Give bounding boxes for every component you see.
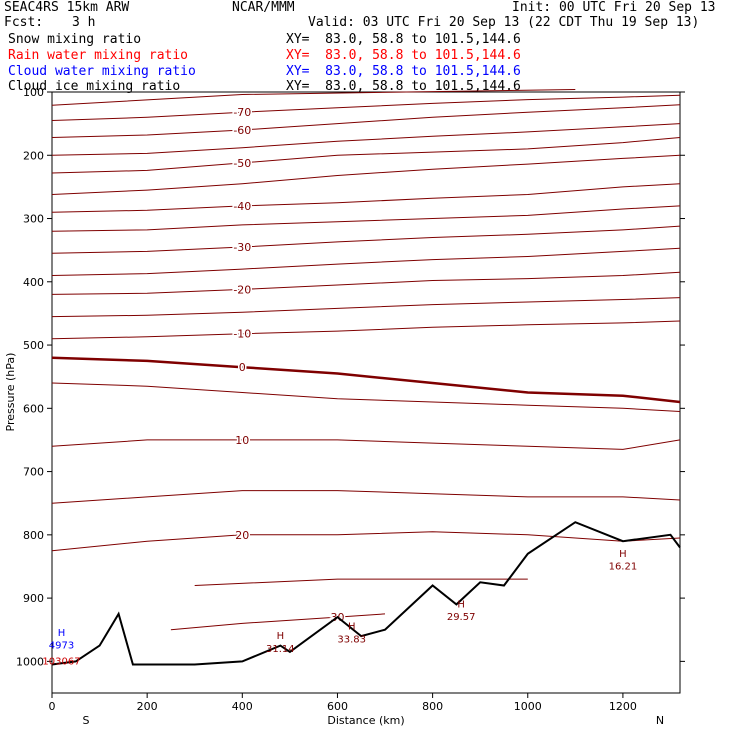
isotherm-line: [194, 578, 528, 586]
x-axis-right-end-label: N: [656, 714, 664, 727]
isotherm-line: [170, 613, 386, 631]
chart-annotation: H: [619, 549, 627, 560]
isotherm-line: [51, 225, 681, 254]
isotherm-label: -30: [233, 241, 251, 254]
x-tick-label: 1200: [609, 700, 637, 713]
chart-annotation: 29.57: [447, 612, 476, 623]
y-tick-label: 200: [23, 149, 44, 162]
field-snow-xy: XY= 83.0, 58.8 to 101.5,144.6: [286, 32, 521, 47]
y-axis-label: Pressure (hPa): [4, 353, 17, 432]
field-rain-label: Rain water mixing ratio: [8, 48, 189, 63]
isotherm-label: 10: [235, 434, 249, 447]
x-tick-label: 400: [232, 700, 253, 713]
terrain-profile: [51, 521, 681, 666]
terrain-line: [51, 521, 681, 666]
y-tick-label: 800: [23, 529, 44, 542]
isotherm-line: [51, 439, 681, 450]
isotherm-line: [51, 247, 681, 276]
isotherm-label: -20: [233, 283, 251, 296]
field-snow-label: Snow mixing ratio: [8, 32, 142, 47]
center-label: NCAR/MMM: [232, 0, 295, 15]
chart-annotation: H: [348, 622, 356, 633]
chart-annotation: 103067: [42, 657, 80, 668]
isotherm-label: -50: [233, 157, 251, 170]
chart-annotation: 16.21: [609, 562, 638, 573]
field-cloud-ice-xy: XY= 83.0, 58.8 to 101.5,144.6: [286, 79, 521, 94]
isotherm-line: [51, 94, 681, 121]
isotherm-line: [51, 89, 576, 106]
isotherm-label: -70: [233, 106, 251, 119]
y-tick-label: 100: [23, 86, 44, 99]
isotherm-line: [51, 320, 681, 340]
isotherm-line: [51, 271, 681, 295]
chart-annotation: H: [58, 628, 66, 639]
field-cloud-ice-label: Cloud ice mixing ratio: [8, 79, 181, 94]
isotherm-line: [51, 183, 681, 213]
y-tick-label: 600: [23, 402, 44, 415]
isotherm-label: 0: [239, 361, 246, 374]
init-time: Init: 00 UTC Fri 20 Sep 13: [512, 0, 716, 15]
x-tick-label: 600: [327, 700, 348, 713]
isotherm-label: -60: [233, 124, 251, 137]
y-tick-label: 900: [23, 592, 44, 605]
x-axis-left-end-label: S: [83, 714, 90, 727]
x-axis-label: Distance (km): [327, 714, 404, 727]
isotherm-label: -40: [233, 200, 251, 213]
field-rain-xy: XY= 83.0, 58.8 to 101.5,144.6: [286, 48, 521, 63]
isotherm-line: [51, 205, 681, 232]
y-tick-label: 300: [23, 213, 44, 226]
field-cloud-water-label: Cloud water mixing ratio: [8, 64, 196, 79]
isotherm-line: [51, 382, 681, 412]
y-tick-label: 400: [23, 276, 44, 289]
x-tick-label: 0: [49, 700, 56, 713]
chart-annotation: 31.14: [266, 644, 295, 655]
isotherm-line: [51, 137, 681, 174]
y-tick-label: 500: [23, 339, 44, 352]
isotherm-line: [51, 154, 681, 195]
x-tick-label: 200: [137, 700, 158, 713]
plot-frame: [51, 91, 681, 694]
model-title: SEAC4RS 15km ARW: [4, 0, 130, 15]
forecast-hour: 3 h: [72, 15, 96, 30]
chart-annotation: 33.83: [337, 634, 366, 645]
chart-annotation: H: [277, 631, 285, 642]
isotherm-line: [51, 531, 681, 552]
isotherm-line: [51, 123, 681, 156]
isotherm-line: [51, 297, 681, 318]
chart-annotation: 4973: [49, 641, 74, 652]
isotherm-label: 20: [235, 529, 249, 542]
isotherm-line: [51, 356, 681, 404]
valid-time: Valid: 03 UTC Fri 20 Sep 13 (22 CDT Thu …: [308, 15, 700, 30]
isotherm-line: [51, 104, 681, 138]
x-tick-label: 800: [422, 700, 443, 713]
x-tick-label: 1000: [514, 700, 542, 713]
isotherm-label: -10: [233, 328, 251, 341]
chart-annotation: H: [457, 600, 465, 611]
forecast-label: Fcst:: [4, 15, 44, 30]
field-cloud-water-xy: XY= 83.0, 58.8 to 101.5,144.6: [286, 64, 521, 79]
y-tick-label: 700: [23, 466, 44, 479]
y-tick-label: 1000: [16, 655, 44, 668]
isotherm-line: [51, 490, 681, 504]
